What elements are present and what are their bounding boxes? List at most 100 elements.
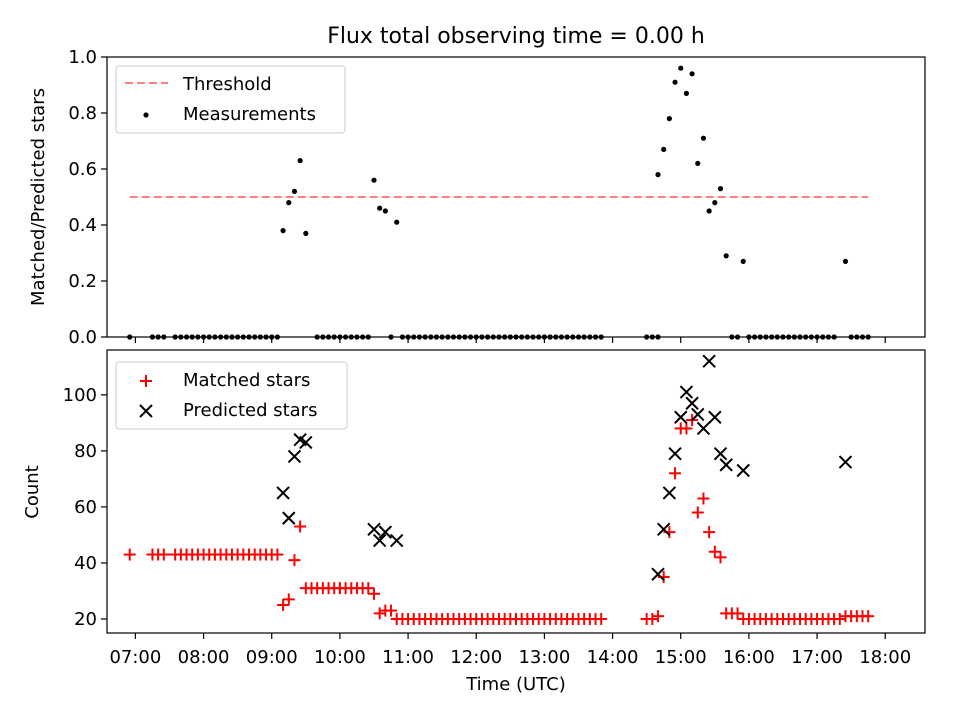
matched-star-point	[833, 612, 846, 625]
measurement-point	[774, 334, 780, 340]
measurement-point	[342, 334, 349, 340]
ratio-legend: Threshold Measurements	[115, 65, 346, 134]
ratio-y-tick-label: 0.8	[68, 103, 97, 124]
x-axis-label: Time (UTC)	[465, 674, 566, 695]
matched-star-point	[294, 520, 307, 533]
measurement-point	[178, 334, 184, 340]
measurement-point	[149, 334, 156, 340]
measurement-point	[297, 158, 303, 164]
measurement-point	[422, 334, 428, 340]
predicted-star-point	[276, 486, 290, 500]
measurement-point	[791, 334, 797, 340]
predicted-stars-points	[276, 354, 853, 581]
measurement-point	[592, 334, 599, 340]
ratio-y-tick-label: 0.0	[68, 327, 97, 348]
measurement-point	[416, 334, 423, 340]
matched-star-point	[703, 526, 716, 539]
measurement-point	[496, 334, 502, 340]
threshold-legend-label: Threshold	[182, 74, 272, 95]
predicted-star-point	[696, 421, 711, 436]
measurement-point	[519, 334, 525, 340]
measurement-point	[314, 334, 320, 340]
measurement-point	[365, 334, 371, 340]
measurement-point	[513, 334, 519, 340]
measurement-point	[303, 230, 309, 236]
count-y-axis-label: Count	[22, 465, 43, 518]
measurement-point	[291, 188, 298, 194]
measurement-point	[769, 334, 775, 340]
matched-legend-label: Matched stars	[183, 370, 310, 391]
predicted-star-point	[668, 446, 682, 461]
measurement-point	[399, 334, 405, 340]
matched-star-point	[288, 554, 301, 567]
measurement-point	[854, 334, 860, 340]
measurement-point	[263, 334, 269, 340]
measurement-point	[700, 135, 707, 141]
measurement-point	[172, 334, 178, 340]
measurement-point	[462, 334, 468, 340]
measurement-point	[479, 334, 485, 340]
matched-star-point	[373, 607, 386, 620]
measurement-point	[195, 334, 201, 340]
measurement-point	[655, 334, 661, 340]
measurement-point	[678, 65, 684, 71]
measurement-point	[223, 334, 229, 340]
matched-star-point	[862, 610, 875, 623]
measurement-point	[274, 334, 281, 340]
measurement-point	[814, 334, 820, 340]
count-x-tick-label: 14:00	[587, 647, 639, 668]
measurement-point	[575, 334, 582, 340]
measurement-point	[433, 334, 440, 340]
matched-stars-points	[123, 414, 875, 625]
matched-star-point	[697, 492, 710, 505]
measurement-point	[558, 334, 565, 340]
predicted-legend-label: Predicted stars	[183, 400, 317, 421]
measurement-point	[450, 334, 457, 340]
measurement-point	[655, 172, 661, 178]
predicted-star-point	[299, 435, 313, 450]
measurement-point	[786, 334, 792, 340]
count-x-tick-label: 09:00	[246, 647, 298, 668]
measurement-point	[666, 116, 672, 122]
count-x-tick-label: 08:00	[178, 647, 230, 668]
measurement-point	[570, 334, 576, 340]
count-x-tick-label: 07:00	[109, 647, 161, 668]
measurement-point	[541, 334, 548, 340]
measurement-point	[246, 334, 252, 340]
predicted-star-point	[378, 525, 393, 539]
matched-star-point	[646, 612, 659, 625]
ratio-y-tick-label: 0.4	[68, 215, 97, 236]
measurement-point	[240, 334, 246, 340]
predicted-star-point	[679, 385, 694, 399]
count-x-tick-label: 17:00	[791, 647, 843, 668]
measurement-point	[354, 334, 360, 340]
measurement-point	[553, 334, 559, 340]
measurement-point	[405, 334, 411, 340]
count-x-axis: 07:00 08:00 09:00 10:00 11:00 12:00 13:00 14:00…	[109, 633, 911, 668]
measurement-point	[269, 334, 275, 340]
count-legend: Matched stars Predicted stars	[115, 361, 348, 430]
measurement-point	[235, 334, 241, 340]
measurement-point	[706, 208, 712, 214]
predicted-star-point	[662, 486, 677, 500]
measurement-point	[598, 334, 604, 340]
measurement-point	[189, 334, 195, 340]
measurement-point	[587, 334, 593, 340]
measurement-point	[751, 334, 758, 340]
measurement-point	[564, 334, 570, 340]
predicted-star-point	[719, 458, 733, 472]
measurement-point	[212, 334, 218, 340]
measurement-point	[831, 334, 837, 340]
ratio-y-axis-label: Matched/Predicted stars	[28, 88, 49, 306]
predicted-star-point	[713, 446, 728, 461]
count-y-tick-label: 40	[74, 553, 97, 574]
matched-star-point	[157, 548, 170, 561]
matched-star-point	[708, 545, 721, 558]
count-panel: 20 40 60 80 100 07:00 08:00 09:00 10:00 11:00 12:…	[22, 349, 926, 695]
count-y-tick-label: 80	[74, 441, 97, 462]
measurement-point	[803, 334, 809, 340]
measurement-point	[127, 334, 133, 340]
measurement-point	[155, 334, 161, 340]
measurement-point	[712, 200, 718, 206]
